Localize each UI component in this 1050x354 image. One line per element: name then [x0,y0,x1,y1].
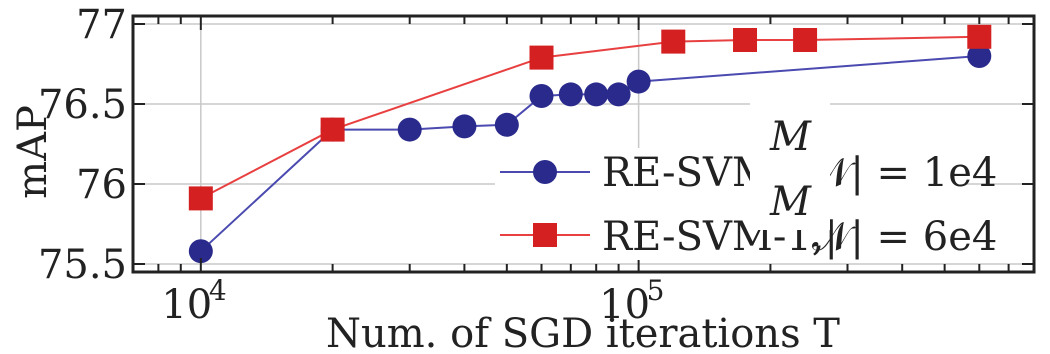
series-1-point [626,69,651,94]
series-2-point [188,186,213,211]
y-tick-label: 75.5 [38,242,127,288]
overlay-glyph-1: M [769,114,812,160]
y-axis-label: mAP [10,105,56,199]
series-2-point [733,28,758,52]
series-1-point [494,112,519,137]
series-1-point [529,84,554,108]
series-2-point [320,117,345,142]
legend-marker-2 [533,223,557,247]
x-tick-label-exponent: 5 [647,274,665,307]
series-markers [188,24,992,264]
legend-math-1: 𝒩| = 1e4 [812,150,997,196]
series-1-point [188,239,213,264]
series-1-point [452,114,477,139]
overlay-patch [750,100,830,230]
x-tick-label: 10 [161,282,212,328]
series-2-point [793,28,818,52]
legend: RE-SVM 𝒩| = 1e4 RE-SVM-1,| 𝒩| = 6e4 [495,148,997,260]
series-1-point [967,44,992,68]
series-1-point [584,82,609,107]
legend-label-1: RE-SVM [602,150,773,196]
overlay-glyph-2: M [769,179,812,225]
series-2-point [967,24,992,49]
y-tick-label: 77 [76,2,127,48]
x-tick-label-exponent: 4 [209,274,227,307]
series-1-point [606,82,631,107]
plot-frame [131,14,1036,274]
series-1-point [558,82,583,107]
y-axis-label-group: mAP [10,105,56,199]
legend-marker-1 [533,160,557,184]
y-tick-label: 76.5 [38,82,127,128]
series-2-point [529,45,554,70]
x-tick-label: 10 [599,282,650,328]
series-1-point [397,117,422,142]
x-axis-label: Num. of SGD iterations T [326,311,840,354]
legend-math-2: 𝒩| = 6e4 [812,214,997,260]
series-2-point [661,29,686,54]
y-tick-label: 76 [76,162,127,208]
legend-box [495,148,965,260]
